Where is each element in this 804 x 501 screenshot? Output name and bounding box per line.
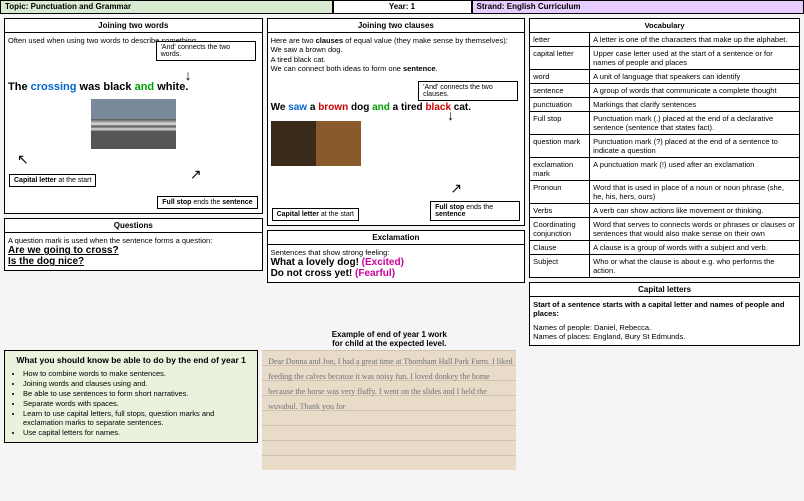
- vocab-term: exclamation mark: [530, 158, 590, 181]
- vocab-def: A unit of language that speakers can ide…: [590, 70, 800, 84]
- vocab-def: Punctuation mark (?) placed at the end o…: [590, 135, 800, 158]
- handwriting-text: Dear Donna and Jon, I had a great time a…: [268, 354, 516, 414]
- arrow-icon: ↖: [17, 151, 29, 168]
- dogcat-image: [271, 121, 361, 166]
- cap-title: Capital letters: [530, 283, 799, 297]
- table-row: letterA letter is one of the characters …: [530, 33, 800, 47]
- joining-clauses-box: Joining two clauses Here are two clauses…: [267, 18, 526, 226]
- table-row: exclamation markA punctuation mark (!) u…: [530, 158, 800, 181]
- jw-sentence: The crossing was black and white.: [8, 81, 259, 93]
- q1: Are we going to cross?: [8, 245, 259, 256]
- handwriting-sample: Dear Donna and Jon, I had a great time a…: [262, 350, 516, 470]
- strand-cell: Strand: English Curriculum: [472, 0, 804, 14]
- list-item: Use capital letters for names.: [23, 428, 253, 437]
- excl-1: What a lovely dog! (Excited): [271, 257, 522, 268]
- vocab-def: A group of words that communicate a comp…: [590, 84, 800, 98]
- q-desc: A question mark is used when the sentenc…: [8, 236, 259, 245]
- end-year-box: What you should know be able to do by th…: [4, 350, 258, 443]
- cap-l2: Names of people: Daniel, Rebecca.: [533, 323, 796, 332]
- list-item: How to combine words to make sentences.: [23, 369, 253, 378]
- excl-desc: Sentences that show strong feeling:: [271, 248, 522, 257]
- vocab-term: Subject: [530, 255, 590, 278]
- vocab-def: Punctuation mark (.) placed at the end o…: [590, 112, 800, 135]
- jc-and-label: 'And' connects the two clauses.: [418, 81, 518, 101]
- jc-title: Joining two clauses: [268, 19, 525, 33]
- table-row: capital letterUpper case letter used at …: [530, 47, 800, 70]
- vocab-def: A punctuation mark (!) used after an exc…: [590, 158, 800, 181]
- vocab-def: Markings that clarify sentences: [590, 98, 800, 112]
- jc-sentence: We saw a brown dog and a tired black cat…: [271, 102, 522, 113]
- list-item: Joining words and clauses using and.: [23, 379, 253, 388]
- cap-l1: Start of a sentence starts with a capita…: [533, 300, 796, 319]
- vocab-def: A verb can show actions like movement or…: [590, 204, 800, 218]
- vocab-term: Verbs: [530, 204, 590, 218]
- vocab-term: punctuation: [530, 98, 590, 112]
- table-row: ClauseA clause is a group of words with …: [530, 241, 800, 255]
- end-year-title: What you should know be able to do by th…: [9, 355, 253, 365]
- vocab-term: Coordinating conjunction: [530, 218, 590, 241]
- list-item: Be able to use sentences to form short n…: [23, 389, 253, 398]
- excl-2: Do not cross yet! (Fearful): [271, 268, 522, 279]
- vocab-term: question mark: [530, 135, 590, 158]
- joining-words-box: Joining two words Often used when using …: [4, 18, 263, 214]
- list-item: Learn to use capital letters, full stops…: [23, 409, 253, 427]
- jw-cap-label: Capital letter at the start: [9, 174, 96, 187]
- vocab-term: capital letter: [530, 47, 590, 70]
- vocab-term: Pronoun: [530, 181, 590, 204]
- jw-fs-label: Full stop ends the sentence: [157, 196, 257, 209]
- year-value: 1: [411, 2, 415, 11]
- excl-title: Exclamation: [268, 231, 525, 245]
- jc-desc: Here are two clauses of equal value (the…: [271, 36, 522, 74]
- capital-letters-box: Capital letters Start of a sentence star…: [529, 282, 800, 346]
- vocab-title: Vocabulary: [530, 19, 800, 33]
- strand-label: Strand:: [477, 2, 505, 11]
- table-row: Coordinating conjunctionWord that serves…: [530, 218, 800, 241]
- table-row: punctuationMarkings that clarify sentenc…: [530, 98, 800, 112]
- year-cell: Year: 1: [333, 0, 472, 14]
- vocab-def: Word that serves to connects words or ph…: [590, 218, 800, 241]
- strand-value: English Curriculum: [507, 2, 581, 11]
- topic-cell: Topic: Punctuation and Grammar: [0, 0, 333, 14]
- arrow-icon: ↓: [185, 67, 192, 83]
- arrow-icon: ↓: [447, 107, 454, 123]
- topic-label: Topic:: [5, 2, 28, 11]
- table-row: wordA unit of language that speakers can…: [530, 70, 800, 84]
- vocab-def: A letter is one of the characters that m…: [590, 33, 800, 47]
- questions-box: Questions A question mark is used when t…: [4, 218, 263, 271]
- table-row: question markPunctuation mark (?) placed…: [530, 135, 800, 158]
- crossing-image: [91, 99, 176, 149]
- vocab-def: Who or what the clause is about e.g. who…: [590, 255, 800, 278]
- year-label: Year:: [389, 2, 409, 11]
- vocab-def: A clause is a group of words with a subj…: [590, 241, 800, 255]
- jc-fs-label: Full stop ends the sentence: [430, 201, 520, 221]
- vocab-term: sentence: [530, 84, 590, 98]
- list-item: Separate words with spaces.: [23, 399, 253, 408]
- example-caption: Example of end of year 1 work for child …: [262, 330, 516, 348]
- joining-words-title: Joining two words: [5, 19, 262, 33]
- header-row: Topic: Punctuation and Grammar Year: 1 S…: [0, 0, 804, 14]
- jc-cap-label: Capital letter at the start: [272, 208, 359, 221]
- arrow-icon: ↗: [450, 180, 462, 197]
- questions-title: Questions: [5, 219, 262, 233]
- end-year-list: How to combine words to make sentences.J…: [9, 369, 253, 437]
- table-row: PronounWord that is used in place of a n…: [530, 181, 800, 204]
- table-row: sentenceA group of words that communicat…: [530, 84, 800, 98]
- jw-and-label: 'And' connects the two words.: [156, 41, 256, 61]
- vocab-def: Word that is used in place of a noun or …: [590, 181, 800, 204]
- table-row: VerbsA verb can show actions like moveme…: [530, 204, 800, 218]
- vocab-table: Vocabulary letterA letter is one of the …: [529, 18, 800, 278]
- cap-l3: Names of places: England, Bury St Edmund…: [533, 332, 796, 341]
- vocab-term: Full stop: [530, 112, 590, 135]
- vocab-term: word: [530, 70, 590, 84]
- vocab-term: letter: [530, 33, 590, 47]
- arrow-icon: ↗: [190, 166, 202, 183]
- q2: Is the dog nice?: [8, 256, 259, 267]
- topic-value: Punctuation and Grammar: [31, 2, 131, 11]
- table-row: Full stopPunctuation mark (.) placed at …: [530, 112, 800, 135]
- table-row: SubjectWho or what the clause is about e…: [530, 255, 800, 278]
- vocab-term: Clause: [530, 241, 590, 255]
- exclamation-box: Exclamation Sentences that show strong f…: [267, 230, 526, 283]
- vocab-def: Upper case letter used at the start of a…: [590, 47, 800, 70]
